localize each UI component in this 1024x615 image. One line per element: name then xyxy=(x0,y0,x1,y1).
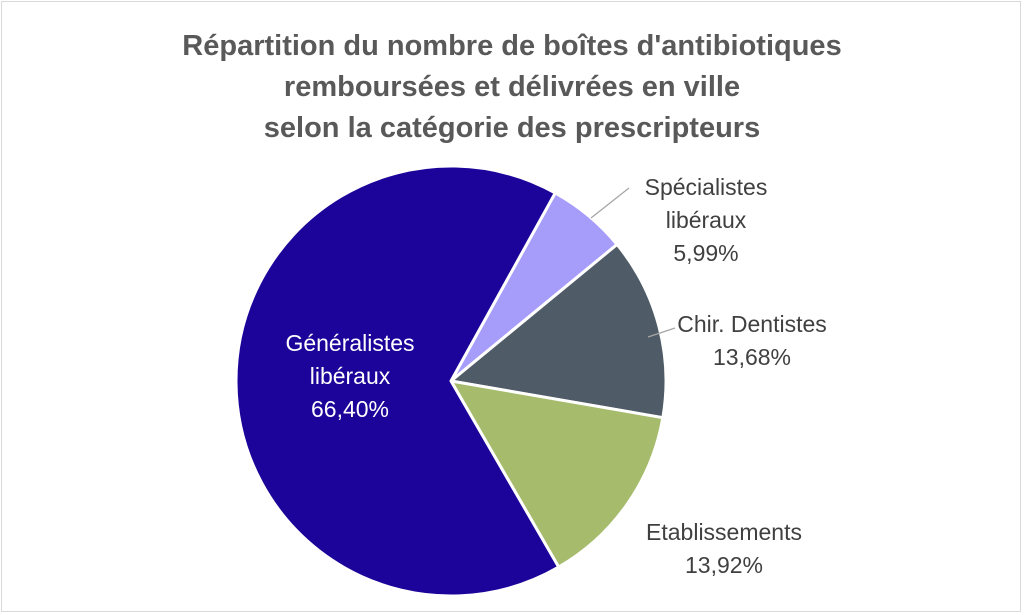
slice-labels: Spécialistes libéraux 5,99% Chir. Dentistes… xyxy=(285,174,826,578)
slice-name-label-specialistes-liberaux: Spécialistes xyxy=(645,174,768,200)
slice-name-label-specialistes-liberaux: libéraux xyxy=(666,207,747,233)
leader-line-chir-dentistes xyxy=(647,327,676,338)
slice-name-label-chir-dentistes: Chir. Dentistes xyxy=(677,311,827,337)
pie-slice-etablissements xyxy=(449,379,665,569)
slice-value-label-generalistes-liberaux: 66,40% xyxy=(311,396,389,422)
slice-value-label-specialistes-liberaux: 5,99% xyxy=(673,240,738,266)
chart-title: Répartition du nombre de boîtes d'antibi… xyxy=(0,26,1024,149)
slice-name-label-generalistes-liberaux: libéraux xyxy=(310,363,391,389)
slice-name-label-generalistes-liberaux: Généralistes xyxy=(285,330,414,356)
pie-slice-generalistes-liberaux xyxy=(234,164,561,598)
chart-title-line-3: selon la catégorie des prescripteurs xyxy=(263,112,761,144)
slice-name-label-etablissements: Etablissements xyxy=(646,519,802,545)
pie-slices xyxy=(234,164,668,598)
slice-value-label-etablissements: 13,92% xyxy=(685,552,763,578)
slice-value-label-chir-dentistes: 13,68% xyxy=(713,344,791,370)
leader-line-specialistes-liberaux xyxy=(590,187,630,219)
leader-lines xyxy=(590,187,676,338)
chart-title-line-2: remboursées et délivrées en ville xyxy=(283,71,741,103)
chart-title-line-1: Répartition du nombre de boîtes d'antibi… xyxy=(182,30,842,62)
pie-slice-chir-dentistes xyxy=(449,242,668,420)
